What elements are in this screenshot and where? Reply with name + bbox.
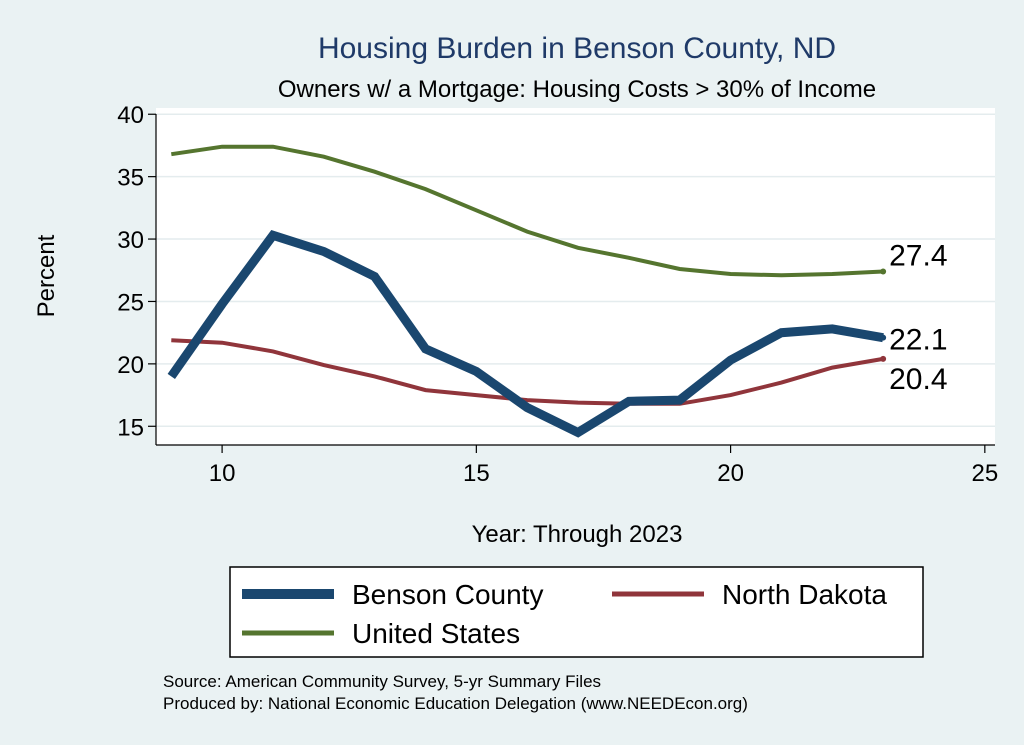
end-label-north-dakota: 20.4 — [889, 363, 947, 396]
chart-title: Housing Burden in Benson County, ND — [318, 32, 836, 65]
series-line-benson-county — [167, 230, 884, 438]
x-axis-title: Year: Through 2023 — [472, 521, 683, 548]
end-marker-benson-county — [880, 334, 887, 341]
y-tick-label: 20 — [117, 352, 144, 379]
end-marker-north-dakota — [880, 355, 887, 362]
produced-by-line: Produced by: National Economic Education… — [163, 694, 748, 713]
source-line: Source: American Community Survey, 5-yr … — [163, 672, 601, 691]
y-tick-label: 35 — [117, 165, 144, 192]
x-tick-label: 15 — [463, 460, 490, 487]
chart-subtitle: Owners w/ a Mortgage: Housing Costs > 30… — [278, 76, 876, 103]
legend-label-benson-county: Benson County — [352, 579, 543, 610]
x-tick-label: 20 — [717, 460, 744, 487]
end-label-united-states: 27.4 — [889, 240, 947, 273]
y-axis-title: Percent — [33, 234, 60, 317]
end-labels: 27.4 20.4 22.1 — [880, 240, 948, 396]
x-tick-label: 10 — [209, 460, 236, 487]
y-tick-label: 15 — [117, 414, 144, 441]
series-lines — [167, 144, 884, 438]
y-tick-label: 30 — [117, 227, 144, 254]
y-tick-label: 25 — [117, 289, 144, 316]
series-line-north-dakota — [171, 338, 884, 406]
end-label-benson-county: 22.1 — [889, 324, 947, 357]
legend-label-north-dakota: North Dakota — [722, 579, 887, 610]
legend-box — [229, 566, 924, 658]
plot-area — [156, 108, 995, 445]
legend: Benson County North Dakota United States — [229, 566, 924, 658]
legend-label-united-states: United States — [352, 618, 520, 649]
x-tick-label: 25 — [971, 460, 998, 487]
series-line-united-states — [171, 144, 884, 278]
y-tick-label: 40 — [117, 102, 144, 129]
axes: 15 20 25 30 35 40 10 15 20 25 — [117, 102, 998, 487]
end-marker-united-states — [880, 268, 887, 275]
